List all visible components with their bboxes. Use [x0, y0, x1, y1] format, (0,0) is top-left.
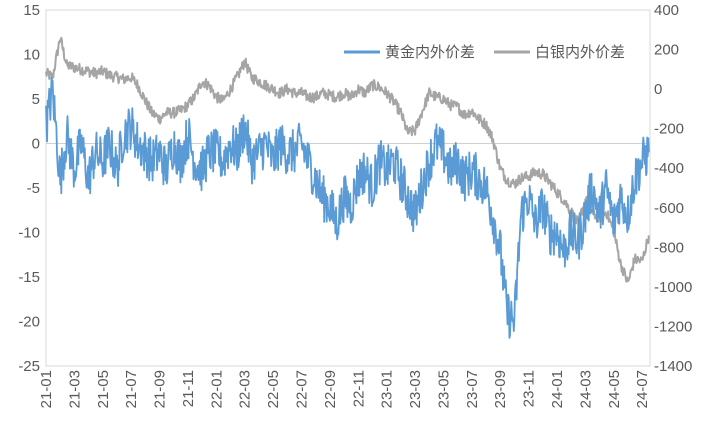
x-tick-label: 22-01	[208, 370, 225, 408]
x-tick-label: 21-07	[123, 370, 140, 408]
right-tick-label: -400	[654, 160, 684, 177]
x-tick-label: 21-11	[180, 370, 197, 407]
x-tick-label: 24-07	[634, 370, 651, 408]
left-tick-label: 5	[32, 91, 40, 108]
plot-area-border	[45, 9, 651, 367]
x-tick-label: 23-07	[464, 370, 481, 408]
left-tick-label: 10	[23, 47, 40, 64]
left-axis: -25 -20 -15 -10 -5 0 5 10 15	[18, 2, 40, 375]
x-tick-label: 24-05	[606, 370, 623, 408]
x-tick-label: 23-01	[379, 370, 396, 408]
x-tick-label: 22-09	[322, 370, 339, 408]
left-tick-label: -20	[18, 314, 40, 331]
left-tick-label: 0	[32, 136, 40, 153]
x-tick-label: 22-03	[237, 370, 254, 408]
x-tick-label: 21-03	[66, 370, 83, 408]
x-tick-label: 22-07	[294, 370, 311, 408]
plot-frame	[45, 9, 651, 367]
right-tick-label: -600	[654, 200, 684, 217]
right-tick-label: -1400	[654, 358, 692, 375]
left-tick-label: -10	[18, 225, 40, 242]
series-group	[45, 36, 650, 339]
x-tick-label: 21-05	[95, 370, 112, 408]
x-tick-label: 21-01	[38, 370, 55, 408]
x-axis: 21-01 21-03 21-05 21-07 21-09 21-11 22-01 22-03…	[38, 370, 651, 408]
left-tick-label: 15	[23, 2, 40, 19]
right-tick-label: 200	[654, 42, 679, 59]
x-tick-label: 24-01	[549, 370, 566, 408]
x-tick-label: 22-05	[265, 370, 282, 408]
silver-spread-line	[45, 36, 650, 283]
right-tick-label: 0	[654, 81, 662, 98]
legend: 黄金内外价差 白银内外价差	[344, 44, 625, 61]
gold-spread-line	[45, 76, 650, 339]
right-tick-label: -1200	[654, 318, 692, 335]
legend-label-gold: 黄金内外价差	[385, 44, 475, 61]
left-tick-label: -5	[27, 180, 40, 197]
right-tick-label: -800	[654, 239, 684, 256]
x-tick-label: 23-05	[435, 370, 452, 408]
x-tick-label: 23-03	[407, 370, 424, 408]
legend-label-silver: 白银内外价差	[535, 44, 625, 61]
left-tick-label: -15	[18, 269, 40, 286]
right-axis: -1400 -1200 -1000 -800 -600 -400 -200 0 200 400	[654, 2, 692, 375]
left-tick-label: -25	[18, 358, 40, 375]
right-tick-label: 400	[654, 2, 679, 19]
x-tick-label: 22-11	[350, 370, 367, 407]
right-tick-label: -200	[654, 121, 684, 138]
x-tick-label: 23-09	[492, 370, 509, 408]
right-tick-label: -1000	[654, 279, 692, 296]
x-tick-label: 21-09	[152, 370, 169, 408]
x-tick-label: 23-11	[521, 370, 538, 407]
x-tick-label: 24-03	[577, 370, 594, 408]
